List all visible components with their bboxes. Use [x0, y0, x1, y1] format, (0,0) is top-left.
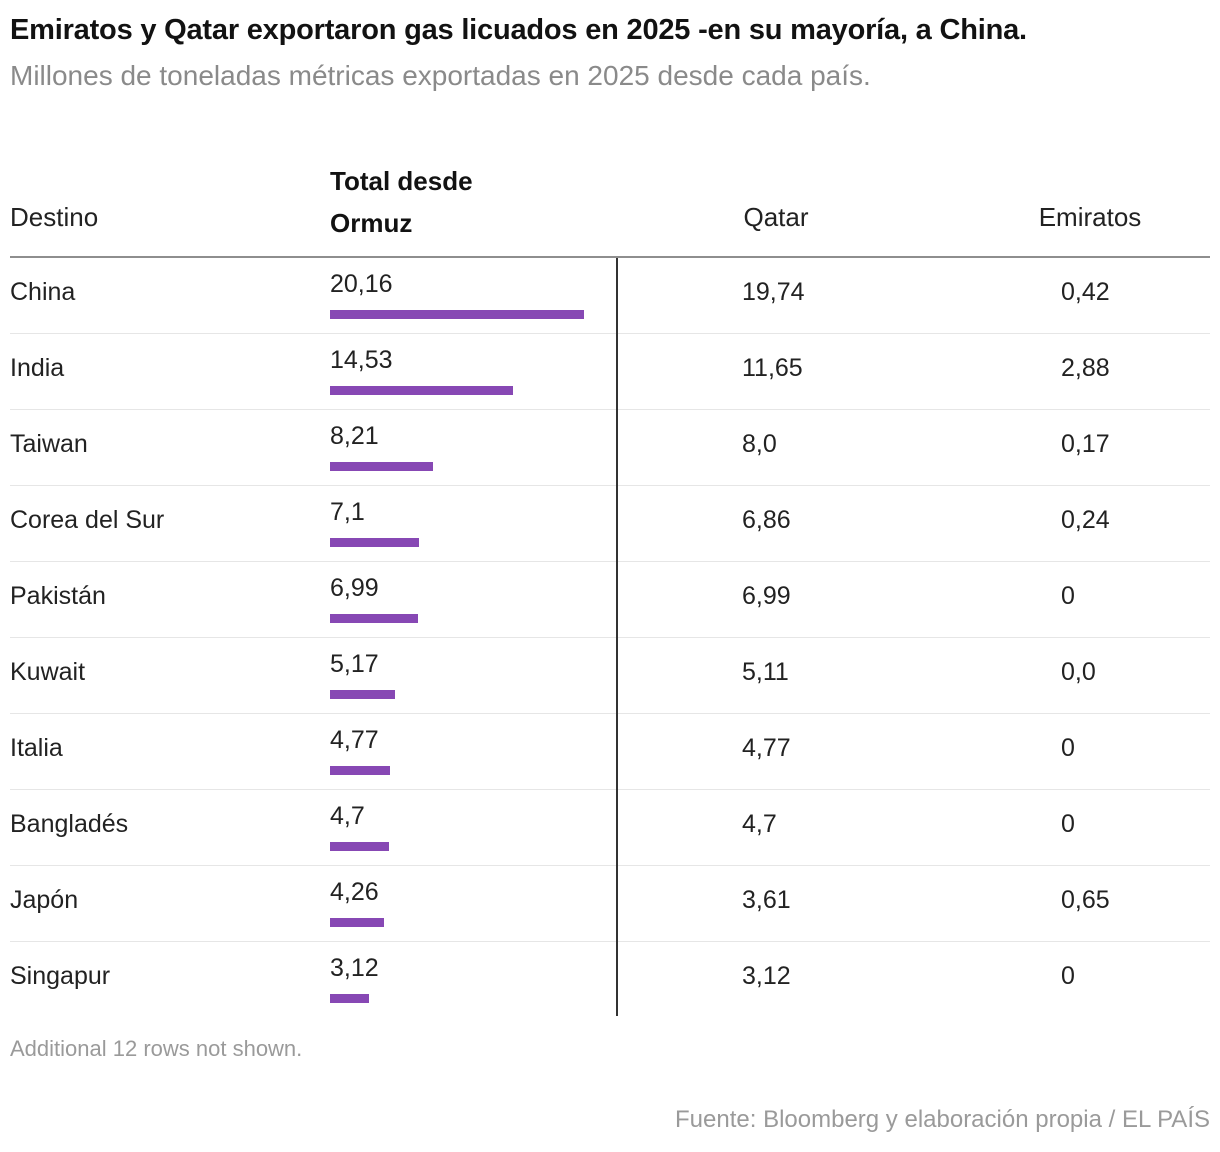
table-row: Pakistán 6,99 6,99 0	[10, 562, 1210, 638]
cell-qatar: 4,7	[742, 810, 777, 838]
table-row: India 14,53 11,65 2,88	[10, 334, 1210, 410]
cell-emiratos: 2,88	[1061, 354, 1110, 382]
cell-emiratos: 0	[1061, 810, 1075, 838]
table-row: Kuwait 5,17 5,11 0,0	[10, 638, 1210, 714]
cell-qatar: 8,0	[742, 430, 777, 458]
column-header-total-line1: Total desde	[330, 166, 473, 196]
table-row: China 20,16 19,74 0,42	[10, 258, 1210, 334]
cell-emiratos: 0,17	[1061, 430, 1110, 458]
total-bar	[330, 614, 418, 623]
cell-total: 8,21	[330, 422, 379, 450]
rows-not-shown-note: Additional 12 rows not shown.	[10, 1036, 303, 1061]
cell-total: 14,53	[330, 346, 393, 374]
cell-qatar: 3,12	[742, 962, 791, 990]
total-bar	[330, 386, 513, 395]
column-header-total: Total desde Ormuz	[330, 160, 473, 244]
cell-emiratos: 0,0	[1061, 658, 1096, 686]
cell-destino: India	[10, 354, 65, 382]
cell-destino: China	[10, 278, 76, 306]
source-credit: Fuente: Bloomberg y elaboración propia /…	[675, 1106, 1210, 1133]
cell-qatar: 6,99	[742, 582, 791, 610]
cell-destino: Singapur	[10, 962, 111, 990]
cell-destino: Taiwan	[10, 430, 88, 458]
cell-qatar: 19,74	[742, 278, 805, 306]
cell-qatar: 11,65	[742, 354, 803, 382]
cell-total: 6,99	[330, 574, 379, 602]
chart-title: Emiratos y Qatar exportaron gas licuados…	[10, 14, 1027, 46]
cell-destino: Bangladés	[10, 810, 129, 838]
cell-emiratos: 0,24	[1061, 506, 1110, 534]
total-bar	[330, 842, 389, 851]
chart-subtitle: Millones de toneladas métricas exportada…	[10, 60, 871, 91]
table-row: Taiwan 8,21 8,0 0,17	[10, 410, 1210, 486]
column-divider	[616, 258, 618, 1016]
table-row: Italia 4,77 4,77 0	[10, 714, 1210, 790]
total-bar	[330, 462, 433, 471]
table-row: Corea del Sur 7,1 6,86 0,24	[10, 486, 1210, 562]
cell-qatar: 6,86	[742, 506, 791, 534]
cell-emiratos: 0,65	[1061, 886, 1110, 914]
cell-total: 4,7	[330, 802, 365, 830]
cell-qatar: 4,77	[742, 734, 791, 762]
column-header-emiratos: Emiratos	[1038, 202, 1142, 232]
cell-total: 3,12	[330, 954, 379, 982]
total-bar	[330, 766, 390, 775]
cell-emiratos: 0	[1061, 962, 1075, 990]
cell-qatar: 5,11	[742, 658, 789, 686]
cell-destino: Corea del Sur	[10, 506, 165, 534]
table-row: Bangladés 4,7 4,7 0	[10, 790, 1210, 866]
cell-qatar: 3,61	[742, 886, 791, 914]
column-header-destino: Destino	[10, 202, 99, 232]
cell-total: 7,1	[330, 498, 365, 526]
total-bar	[330, 690, 395, 699]
cell-total: 4,26	[330, 878, 379, 906]
cell-total: 4,77	[330, 726, 379, 754]
total-bar	[330, 994, 369, 1003]
total-bar	[330, 310, 584, 319]
cell-emiratos: 0,42	[1061, 278, 1110, 306]
cell-total: 5,17	[330, 650, 379, 678]
table-body: China 20,16 19,74 0,42 India 14,53 11,65 2,88 Ta…	[10, 258, 1210, 1018]
cell-emiratos: 0	[1061, 582, 1075, 610]
cell-destino: Italia	[10, 734, 63, 762]
column-header-total-line2: Ormuz	[330, 208, 413, 238]
column-header-qatar: Qatar	[743, 202, 809, 232]
cell-destino: Pakistán	[10, 582, 106, 610]
cell-emiratos: 0	[1061, 734, 1075, 762]
table-row: Singapur 3,12 3,12 0	[10, 942, 1210, 1018]
header-divider	[10, 256, 1210, 258]
table-row: Japón 4,26 3,61 0,65	[10, 866, 1210, 942]
total-bar	[330, 918, 384, 927]
cell-destino: Japón	[10, 886, 79, 914]
total-bar	[330, 538, 419, 547]
cell-destino: Kuwait	[10, 658, 86, 686]
cell-total: 20,16	[330, 270, 393, 298]
